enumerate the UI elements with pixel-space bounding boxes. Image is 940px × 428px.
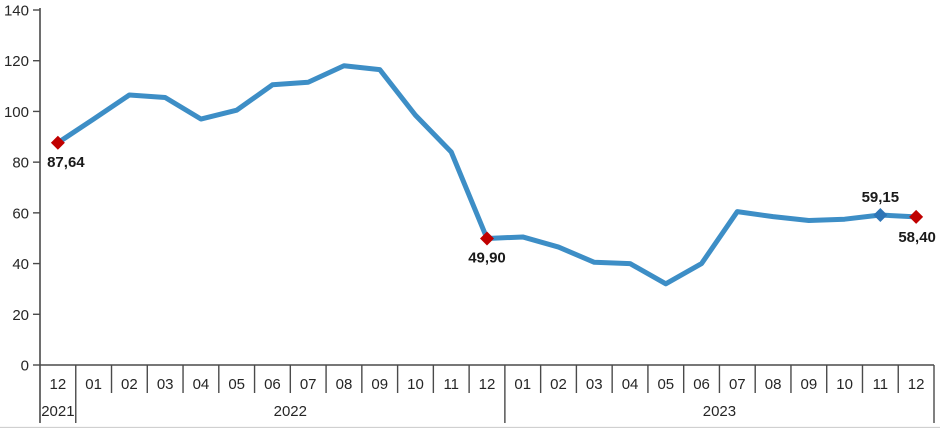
month-label: 04 [193,376,210,393]
month-label: 09 [371,376,388,393]
month-label: 01 [85,376,102,393]
month-label: 12 [908,376,925,393]
month-label: 03 [586,376,603,393]
month-label: 06 [264,376,281,393]
month-label: 03 [157,376,174,393]
point-label: 49,90 [468,249,506,266]
month-label: 12 [50,376,67,393]
month-label: 01 [514,376,531,393]
y-tick-label: 40 [12,256,29,273]
month-label: 10 [836,376,853,393]
point-marker-12 [480,231,494,246]
point-marker-0 [50,135,65,150]
month-label: 06 [693,376,710,393]
point-label: 87,64 [47,154,85,171]
point-label: 59,15 [862,189,900,206]
year-label: 2021 [41,403,74,420]
month-label: 05 [657,376,674,393]
y-tick-label: 20 [12,307,29,324]
y-tick-label: 140 [4,3,29,20]
month-label: 11 [873,376,889,393]
month-label: 11 [443,376,459,393]
month-label: 02 [550,376,567,393]
month-label: 08 [765,376,782,393]
month-label: 02 [121,376,138,393]
year-label: 2022 [274,403,307,420]
month-label: 07 [300,376,317,393]
year-label: 2023 [703,403,736,420]
point-marker-23 [873,208,888,223]
month-label: 09 [800,376,817,393]
y-tick-label: 60 [12,205,29,222]
y-tick-label: 80 [12,155,29,172]
point-label: 58,40 [898,229,936,246]
month-label: 12 [479,376,496,393]
month-label: 05 [228,376,245,393]
y-tick-label: 0 [21,358,29,375]
y-tick-label: 100 [4,104,29,121]
month-label: 08 [336,376,353,393]
month-label: 10 [407,376,424,393]
point-marker-24 [909,209,924,224]
y-tick-label: 120 [4,53,29,70]
month-label: 04 [622,376,639,393]
month-label: 07 [729,376,746,393]
